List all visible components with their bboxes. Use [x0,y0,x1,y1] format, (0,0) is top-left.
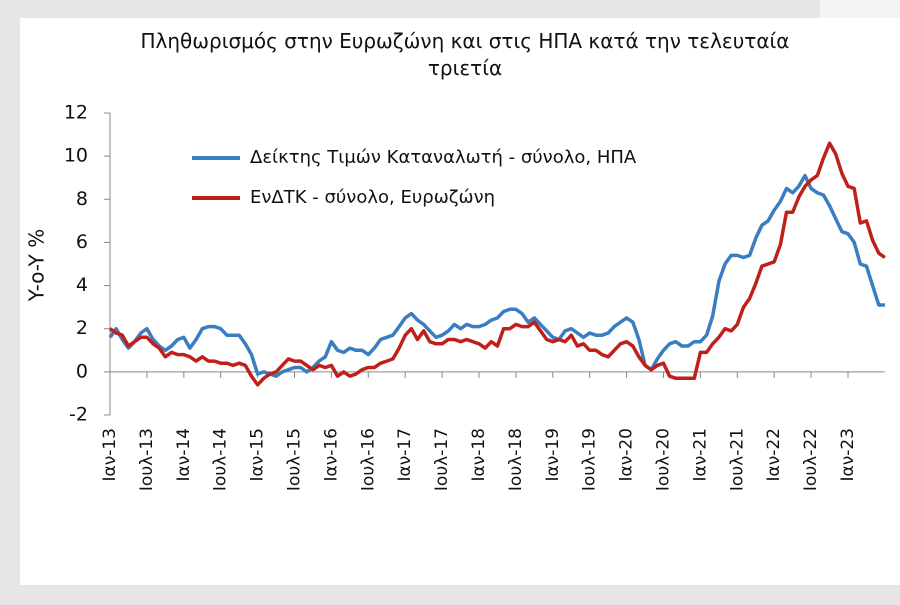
y-tick-label: 0 [76,360,88,382]
x-tick-label: Ιουλ-21 [727,428,747,491]
x-tick-label: Ιαν-18 [469,428,489,481]
x-tick-label: Ιουλ-18 [506,428,526,491]
x-tick-label: Ιουλ-14 [211,428,231,491]
x-tick-label: Ιαν-16 [321,428,341,481]
y-tick-label: 6 [76,231,88,253]
y-axis-label: Y-o-Y % [25,229,49,302]
y-tick-label: 4 [76,274,88,296]
y-tick-label: -2 [69,404,88,426]
x-tick-label: Ιαν-21 [690,428,710,481]
x-tick-label: Ιαν-17 [395,428,415,481]
x-tick-label: Ιουλ-16 [358,428,378,491]
x-tick-label: Ιουλ-20 [654,428,674,491]
corner-strip [820,0,900,18]
y-tick-label: 2 [76,317,88,339]
x-tick-label: Ιαν-20 [617,428,637,481]
x-tick-label: Ιουλ-22 [801,428,821,491]
legend-label: Δείκτης Τιμών Καταναλωτή - σύνολο, ΗΠΑ [250,147,637,168]
x-tick-label: Ιουλ-17 [432,428,452,491]
x-tick-label: Ιουλ-19 [580,428,600,491]
x-tick-label: Ιαν-23 [838,428,858,481]
series-line [108,173,885,378]
y-tick-label: 12 [64,102,88,124]
legend-label: ΕνΔΤΚ - σύνολο, Ευρωζώνη [250,187,495,208]
chart-title: Πληθωρισμός στην Ευρωζώνη και στις ΗΠΑ κ… [140,29,790,80]
x-tick-label: Ιαν-15 [248,428,268,481]
y-tick-label: 8 [76,188,88,210]
x-tick-label: Ιουλ-15 [285,428,305,491]
series-line [109,141,886,387]
x-tick-label: Ιαν-14 [174,428,194,481]
x-tick-label: Ιαν-22 [764,428,784,481]
y-tick-label: 10 [64,145,88,167]
x-tick-label: Ιαν-13 [100,428,120,481]
x-tick-label: Ιουλ-13 [137,428,157,491]
x-tick-label: Ιαν-19 [543,428,563,481]
chart-panel [20,18,900,585]
